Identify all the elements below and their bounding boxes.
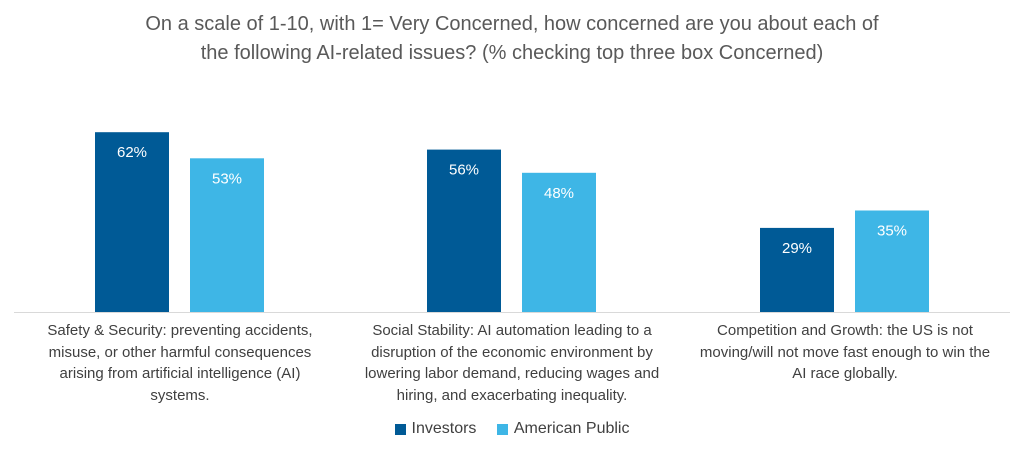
data-label-investors-1: 62%: [117, 144, 147, 161]
bar-investors-2: [427, 149, 501, 312]
legend-label-investors: Investors: [411, 420, 477, 437]
legend-item-american-public: American Public: [496, 420, 630, 438]
chart-title: On a scale of 1-10, with 1= Very Concern…: [0, 10, 1024, 68]
data-label-american-public-1: 53%: [212, 170, 242, 187]
category-label-2-line-2: disruption of the economic environment b…: [371, 343, 653, 361]
data-label-american-public-3: 35%: [877, 223, 907, 240]
data-label-investors-2: 56%: [449, 162, 479, 179]
category-label-3-line-2: moving/will not move fast enough to win …: [699, 343, 991, 361]
category-label-3: Competition and Growth: the US is not mov…: [680, 320, 1010, 385]
category-label-1-line-1: Safety & Security: preventing accidents,: [47, 322, 313, 339]
legend: Investors American Public: [0, 420, 1024, 440]
category-label-2-line-3: lowering labor demand, reducing wages an…: [364, 365, 660, 382]
data-label-american-public-2: 48%: [544, 185, 574, 202]
legend-label-american-public: American Public: [513, 420, 630, 437]
chart-title-line-2: the following AI-related issues? (% chec…: [200, 42, 824, 64]
category-label-2-line-4: hiring, and exacerbating inequality.: [396, 386, 628, 404]
bar-american-public-2: [522, 172, 596, 312]
bar-american-public-1: [190, 158, 264, 312]
bar-investors-3: [760, 227, 834, 312]
data-label-investors-3: 29%: [782, 240, 812, 257]
bar-american-public-3: [855, 210, 929, 312]
category-label-2: Social Stability: AI automation leading …: [347, 320, 677, 406]
category-label-1-line-4: systems.: [150, 386, 210, 404]
category-label-1-line-2: misuse, or other harmful consequences: [48, 343, 312, 361]
category-label-1: Safety & Security: preventing accidents,…: [15, 320, 345, 406]
category-label-1-line-3: arising from artificial intelligence (AI…: [59, 365, 301, 382]
category-label-3-line-1: Competition and Growth: the US is not: [717, 322, 973, 339]
legend-item-investors: Investors: [394, 420, 477, 438]
category-label-2-line-1: Social Stability: AI automation leading …: [372, 322, 652, 339]
bar-chart: 62% 56% 29% 53% 48% 35%: [14, 132, 1010, 313]
legend-swatch-american-public: [496, 423, 508, 435]
bar-investors-1: [95, 132, 169, 312]
chart-title-line-1: On a scale of 1-10, with 1= Very Concern…: [145, 13, 879, 35]
category-label-3-line-3: AI race globally.: [792, 365, 898, 382]
legend-swatch-investors: [394, 423, 406, 435]
